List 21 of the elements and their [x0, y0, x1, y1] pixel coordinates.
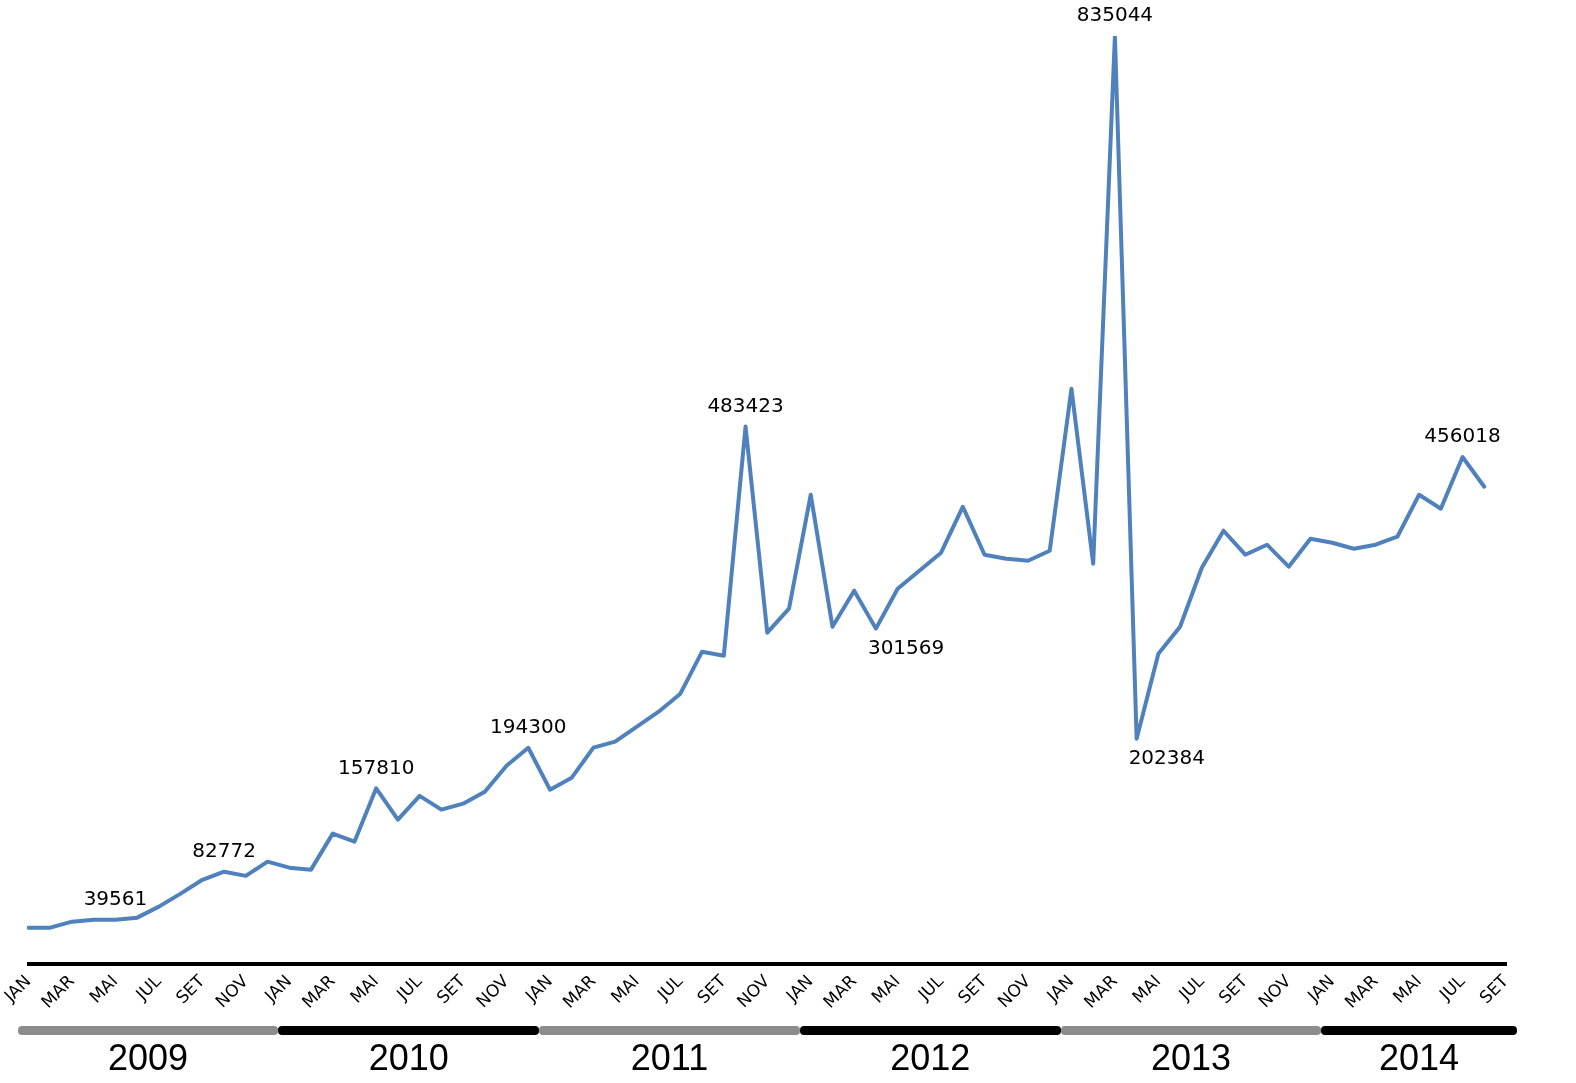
- x-tick-label: JUL: [1434, 970, 1469, 1005]
- text: 2011: [630, 1036, 709, 1078]
- data-label: 483423: [707, 392, 784, 417]
- data-label: 39561: [83, 885, 148, 910]
- data-label: 82772: [192, 837, 256, 862]
- data-label: 835044: [1076, 2, 1154, 27]
- x-tick-label: JUL: [130, 970, 166, 1005]
- text: 2012: [890, 1036, 971, 1078]
- text: 2013: [1150, 1036, 1231, 1078]
- data-label: 301569: [867, 634, 945, 659]
- data-label: 157810: [338, 754, 415, 779]
- data-label: 456018: [1424, 423, 1501, 448]
- x-tick-label: JUL: [391, 970, 426, 1005]
- text: 2010: [368, 1036, 449, 1078]
- data-label: 194300: [490, 713, 567, 738]
- data-label: 202384: [1128, 745, 1205, 770]
- x-tick-label: JUL: [913, 970, 948, 1005]
- text: 2014: [1379, 1036, 1460, 1078]
- text: 2009: [108, 1036, 189, 1078]
- x-tick-label: JUL: [652, 970, 687, 1005]
- x-tick-label: JUL: [1173, 970, 1209, 1005]
